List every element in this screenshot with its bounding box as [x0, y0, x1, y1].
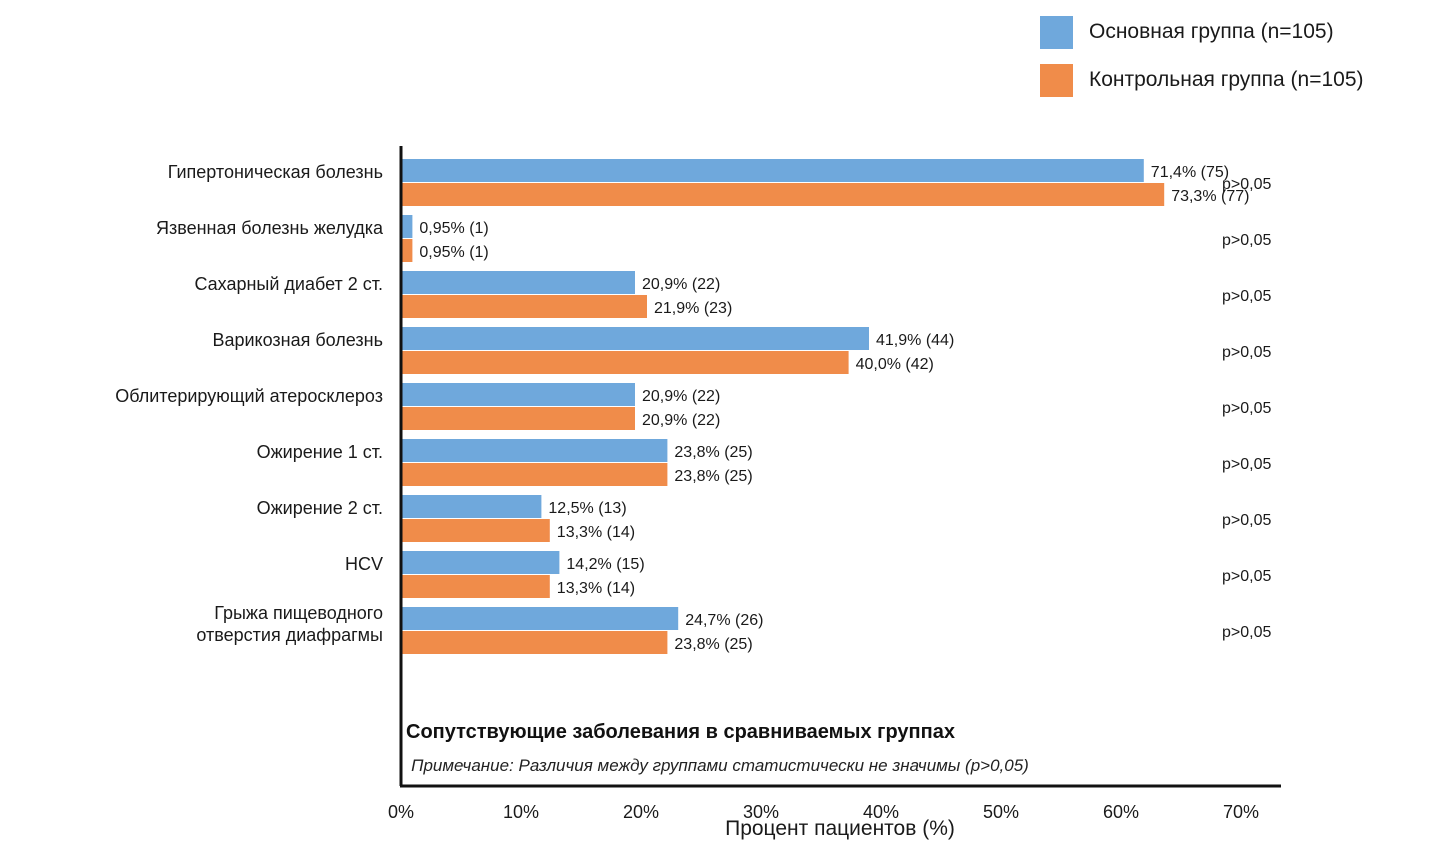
bar-control-group: [401, 351, 849, 374]
p-value-label: p>0,05: [1222, 568, 1271, 585]
data-label: 23,8% (25): [674, 444, 752, 461]
category-label: Язвенная болезнь желудка: [156, 218, 384, 238]
data-label: 20,9% (22): [642, 388, 720, 405]
category-label-line: отверстия диафрагмы: [196, 625, 383, 645]
bar-control-group: [401, 631, 668, 654]
bar-control-group: [401, 407, 635, 430]
bar-main-group: [401, 383, 635, 406]
bar-control-group: [401, 183, 1165, 206]
x-tick-label: 10%: [503, 802, 539, 822]
x-tick-label: 70%: [1223, 802, 1259, 822]
bar-main-group: [401, 215, 413, 238]
chart-title: Сопутствующие заболевания в сравниваемых…: [406, 721, 955, 743]
data-label: 13,3% (14): [557, 580, 635, 597]
legend-swatch-control: [1040, 63, 1073, 97]
bar-control-group: [401, 239, 413, 262]
data-label: 40,0% (42): [856, 356, 934, 373]
p-value-label: p>0,05: [1222, 232, 1271, 249]
category-label: Гипертоническая болезнь: [168, 162, 383, 182]
data-label: 41,9% (44): [876, 332, 954, 349]
bar-main-group: [401, 439, 668, 462]
category-label: HCV: [345, 554, 383, 574]
data-label: 20,9% (22): [642, 276, 720, 293]
p-value-label: p>0,05: [1222, 400, 1271, 417]
category-label: Грыжа пищеводного отверстия диафрагмы: [196, 603, 383, 645]
category-label: Варикозная болезнь: [212, 330, 383, 350]
bar-main-group: [401, 551, 560, 574]
category-label: Ожирение 2 ст.: [257, 498, 383, 518]
p-value-label: p>0,05: [1222, 288, 1271, 305]
bar-control-group: [401, 575, 550, 598]
category-label: Сахарный диабет 2 ст.: [194, 274, 383, 294]
x-tick-label: 40%: [863, 802, 899, 822]
x-tick-label: 30%: [743, 802, 779, 822]
x-tick-label: 20%: [623, 802, 659, 822]
bar-control-group: [401, 519, 550, 542]
bar-main-group: [401, 271, 635, 294]
bar-control-group: [401, 295, 647, 318]
legend-label-main: Основная группа (n=105): [1089, 20, 1334, 43]
data-label: 0,95% (1): [419, 244, 488, 261]
legend: Основная группа (n=105) Контрольная груп…: [1040, 15, 1364, 112]
bar-main-group: [401, 495, 542, 518]
bar-control-group: [401, 463, 668, 486]
legend-swatch-main: [1040, 15, 1073, 49]
p-value-label: p>0,05: [1222, 176, 1271, 193]
data-label: 71,4% (75): [1151, 164, 1229, 181]
data-label: 0,95% (1): [419, 220, 488, 237]
x-tick-label: 60%: [1103, 802, 1139, 822]
data-label: 23,8% (25): [674, 468, 752, 485]
data-label: 21,9% (23): [654, 300, 732, 317]
legend-item-control-group: Контрольная группа (n=105): [1040, 63, 1364, 97]
data-label: 20,9% (22): [642, 412, 720, 429]
category-label: Ожирение 1 ст.: [257, 442, 383, 462]
p-value-label: p>0,05: [1222, 624, 1271, 641]
p-value-label: p>0,05: [1222, 512, 1271, 529]
x-tick-label: 0%: [388, 802, 414, 822]
data-label: 24,7% (26): [685, 612, 763, 629]
chart-note: Примечание: Различия между группами стат…: [411, 756, 1029, 775]
legend-label-control: Контрольная группа (n=105): [1089, 68, 1364, 91]
data-label: 23,8% (25): [674, 636, 752, 653]
p-value-label: p>0,05: [1222, 344, 1271, 361]
category-label-line: Грыжа пищеводного: [214, 603, 383, 623]
x-axis-label: Процент пациентов (%): [725, 817, 955, 840]
legend-item-main-group: Основная группа (n=105): [1040, 15, 1364, 49]
data-label: 73,3% (77): [1171, 188, 1249, 205]
bar-main-group: [401, 327, 869, 350]
p-value-label: p>0,05: [1222, 456, 1271, 473]
data-label: 12,5% (13): [548, 500, 626, 517]
data-label: 14,2% (15): [566, 556, 644, 573]
data-label: 13,3% (14): [557, 524, 635, 541]
x-tick-label: 50%: [983, 802, 1019, 822]
bar-main-group: [401, 159, 1144, 182]
bar-main-group: [401, 607, 679, 630]
category-label: Облитерирующий атеросклероз: [115, 386, 383, 406]
